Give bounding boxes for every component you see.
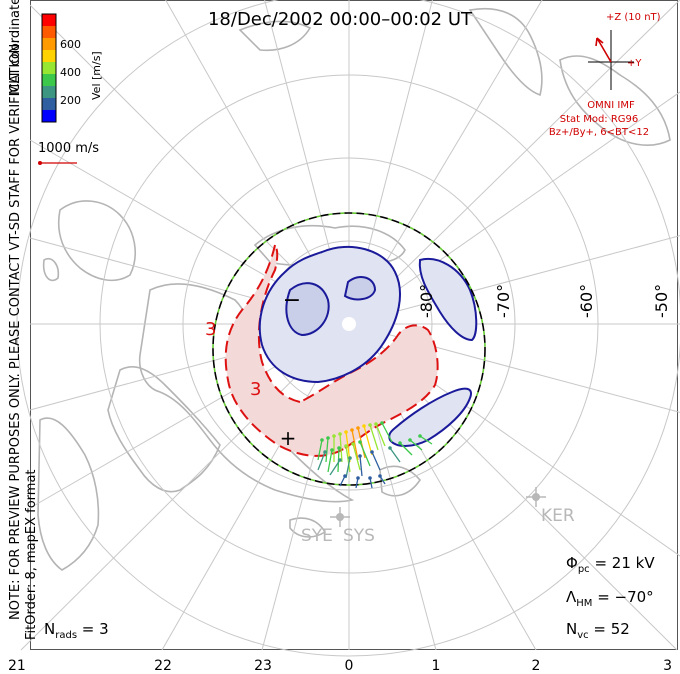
velocity-vectors <box>317 421 433 489</box>
colorbar-border <box>41 13 57 123</box>
contour-label-1: 3 <box>205 319 216 340</box>
lat-label-70: -70° <box>494 284 513 318</box>
radar-label-sye: SYE <box>301 526 333 546</box>
imf-omni-label: OMNI IMF <box>587 100 635 111</box>
colorbar-tick-400: 400 <box>60 66 81 79</box>
map-title: 18/Dec/2002 00:00–00:02 UT <box>208 9 473 30</box>
colorbar-swatch <box>42 110 56 122</box>
colorbar-tick-200: 200 <box>60 94 81 107</box>
mlt-label-23: 23 <box>254 658 272 674</box>
colorbar-swatch <box>42 98 56 110</box>
colorbar-tick-600: 600 <box>60 38 81 51</box>
imf-stat-model: Stat Mod: RG96 <box>560 114 639 125</box>
colorbar-swatch <box>42 38 56 50</box>
colorbar-swatch <box>42 50 56 62</box>
radar-label-ker: KER <box>541 506 575 526</box>
colorbar-swatch <box>42 14 56 26</box>
radar-label-sys: SYS <box>343 526 375 546</box>
cross-polar-potential: Φpc = 21 kV <box>566 554 655 575</box>
colorbar-swatch <box>42 74 56 86</box>
lat-label-80: -80° <box>417 284 436 318</box>
mlt-label-0: 0 <box>345 658 354 674</box>
colorbar-unit-label: Vel [m/s] <box>90 51 103 100</box>
mlt-label-22: 22 <box>154 658 172 674</box>
mlt-label-2: 2 <box>532 658 541 674</box>
vector-count: Nvc = 52 <box>566 620 630 641</box>
mlt-grid <box>20 0 680 651</box>
fit-order-label: FitOrder: 8, mapEX format <box>24 469 39 640</box>
radar-count: Nrads = 3 <box>44 620 109 641</box>
imf-condition: Bz+/By+, 6<BT<12 <box>549 127 649 138</box>
positive-cell-dawn <box>258 245 478 447</box>
scale-vector-label: 1000 m/s <box>38 141 99 156</box>
mlt-label-3: 3 <box>663 658 672 674</box>
colorbar-swatch <box>42 26 56 38</box>
potential-max-marker: + <box>280 426 297 450</box>
scale-vector-dot <box>38 161 42 165</box>
lat-label-60: -60° <box>577 284 596 318</box>
mlt-label-1: 1 <box>432 658 441 674</box>
colorbar-swatch <box>42 62 56 74</box>
potential-min-marker: − <box>283 288 301 313</box>
mlt-label-21: 21 <box>8 658 26 674</box>
hm-boundary-green <box>212 212 486 486</box>
coordinates-label: MLT coordinates <box>8 0 23 95</box>
radar-sites <box>330 487 546 527</box>
imf-vector <box>596 37 612 63</box>
hm-latitude: ΛHM = −70° <box>566 588 654 609</box>
imf-vector-head <box>595 37 604 47</box>
imf-z-label: +Z (10 nT) <box>606 12 661 23</box>
map-frame <box>30 0 678 650</box>
preview-notice: NOTE: FOR PREVIEW PURPOSES ONLY. PLEASE … <box>8 40 23 620</box>
colorbar-swatch <box>42 86 56 98</box>
lat-label-50: -50° <box>652 284 671 318</box>
velocity-colorbar <box>41 13 57 123</box>
hm-boundary <box>212 212 486 486</box>
pole-marker <box>342 317 356 331</box>
imf-y-label: +Y <box>627 58 642 69</box>
contour-label-2: 3 <box>250 379 261 400</box>
